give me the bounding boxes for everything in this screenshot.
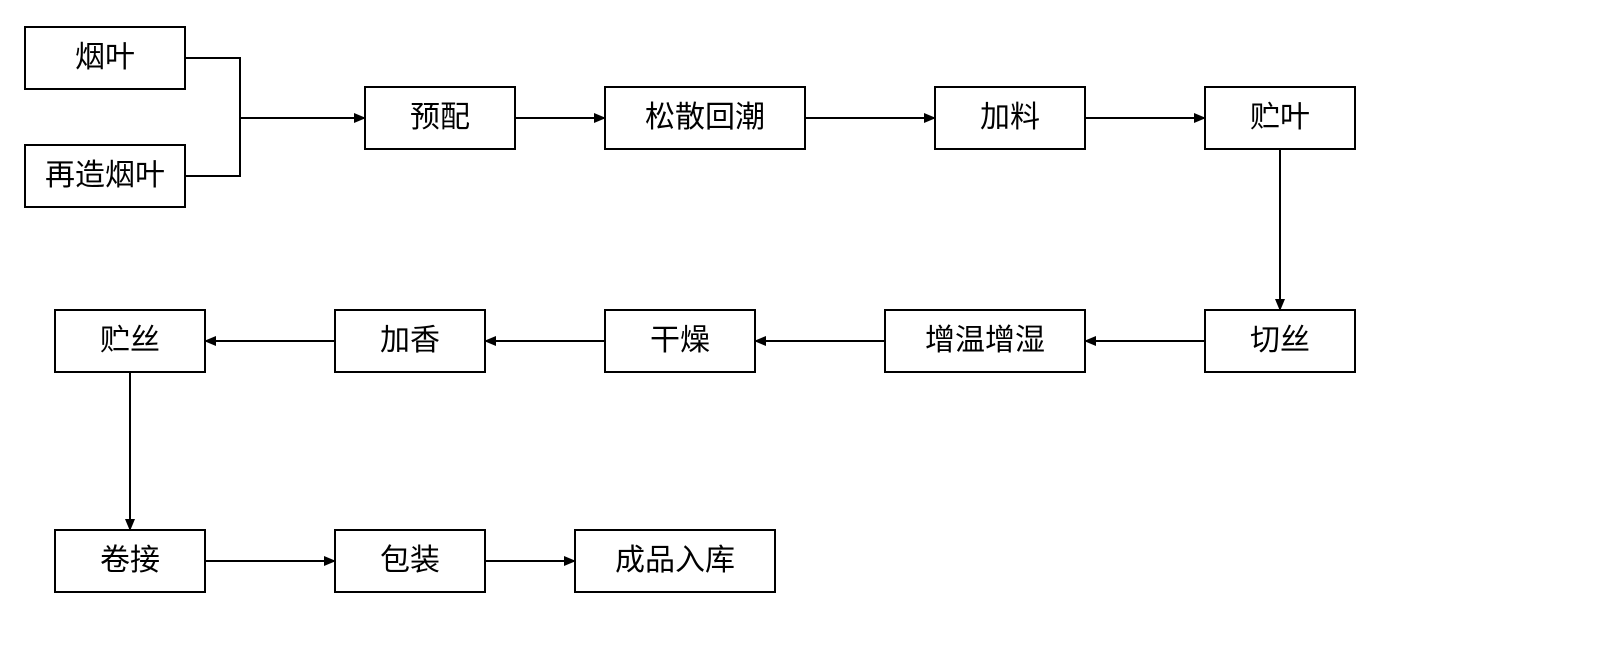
flow-node-n2: 再造烟叶: [25, 145, 185, 207]
flow-node-n12: 卷接: [55, 530, 205, 592]
flow-node-label: 加料: [980, 101, 1040, 134]
flow-node-n5: 加料: [935, 87, 1085, 149]
flowchart-canvas: 烟叶再造烟叶 预配 松散回潮 加料 贮叶切丝 增温增湿 干燥 加香 贮丝卷接 包装 成品入库: [0, 0, 1623, 646]
flow-node-label: 贮叶: [1250, 101, 1310, 134]
flow-node-n4: 松散回潮: [605, 87, 805, 149]
flow-node-label: 干燥: [650, 324, 710, 357]
flow-node-label: 包装: [380, 544, 440, 577]
flow-node-label: 烟叶: [75, 41, 135, 74]
flow-node-n13: 包装: [335, 530, 485, 592]
flow-node-n1: 烟叶: [25, 27, 185, 89]
flow-node-label: 再造烟叶: [45, 159, 165, 192]
flow-node-n7: 切丝: [1205, 310, 1355, 372]
flow-node-label: 卷接: [100, 544, 160, 577]
flow-node-label: 贮丝: [100, 324, 160, 357]
flow-node-n8: 增温增湿: [885, 310, 1085, 372]
flow-node-n10: 加香: [335, 310, 485, 372]
flow-node-label: 预配: [410, 101, 470, 134]
flow-node-n11: 贮丝: [55, 310, 205, 372]
flow-edge: [185, 118, 365, 176]
flow-node-label: 切丝: [1250, 324, 1310, 357]
flow-node-label: 成品入库: [615, 544, 735, 577]
flow-node-n6: 贮叶: [1205, 87, 1355, 149]
flow-node-label: 加香: [380, 324, 440, 357]
nodes-layer: 烟叶再造烟叶 预配 松散回潮 加料 贮叶切丝 增温增湿 干燥 加香 贮丝卷接 包装 成品入库: [25, 27, 1355, 592]
flow-node-n3: 预配: [365, 87, 515, 149]
flow-node-label: 松散回潮: [645, 101, 765, 134]
flow-node-n14: 成品入库: [575, 530, 775, 592]
flow-edge: [185, 58, 365, 118]
flow-node-label: 增温增湿: [925, 324, 1045, 357]
flow-node-n9: 干燥: [605, 310, 755, 372]
